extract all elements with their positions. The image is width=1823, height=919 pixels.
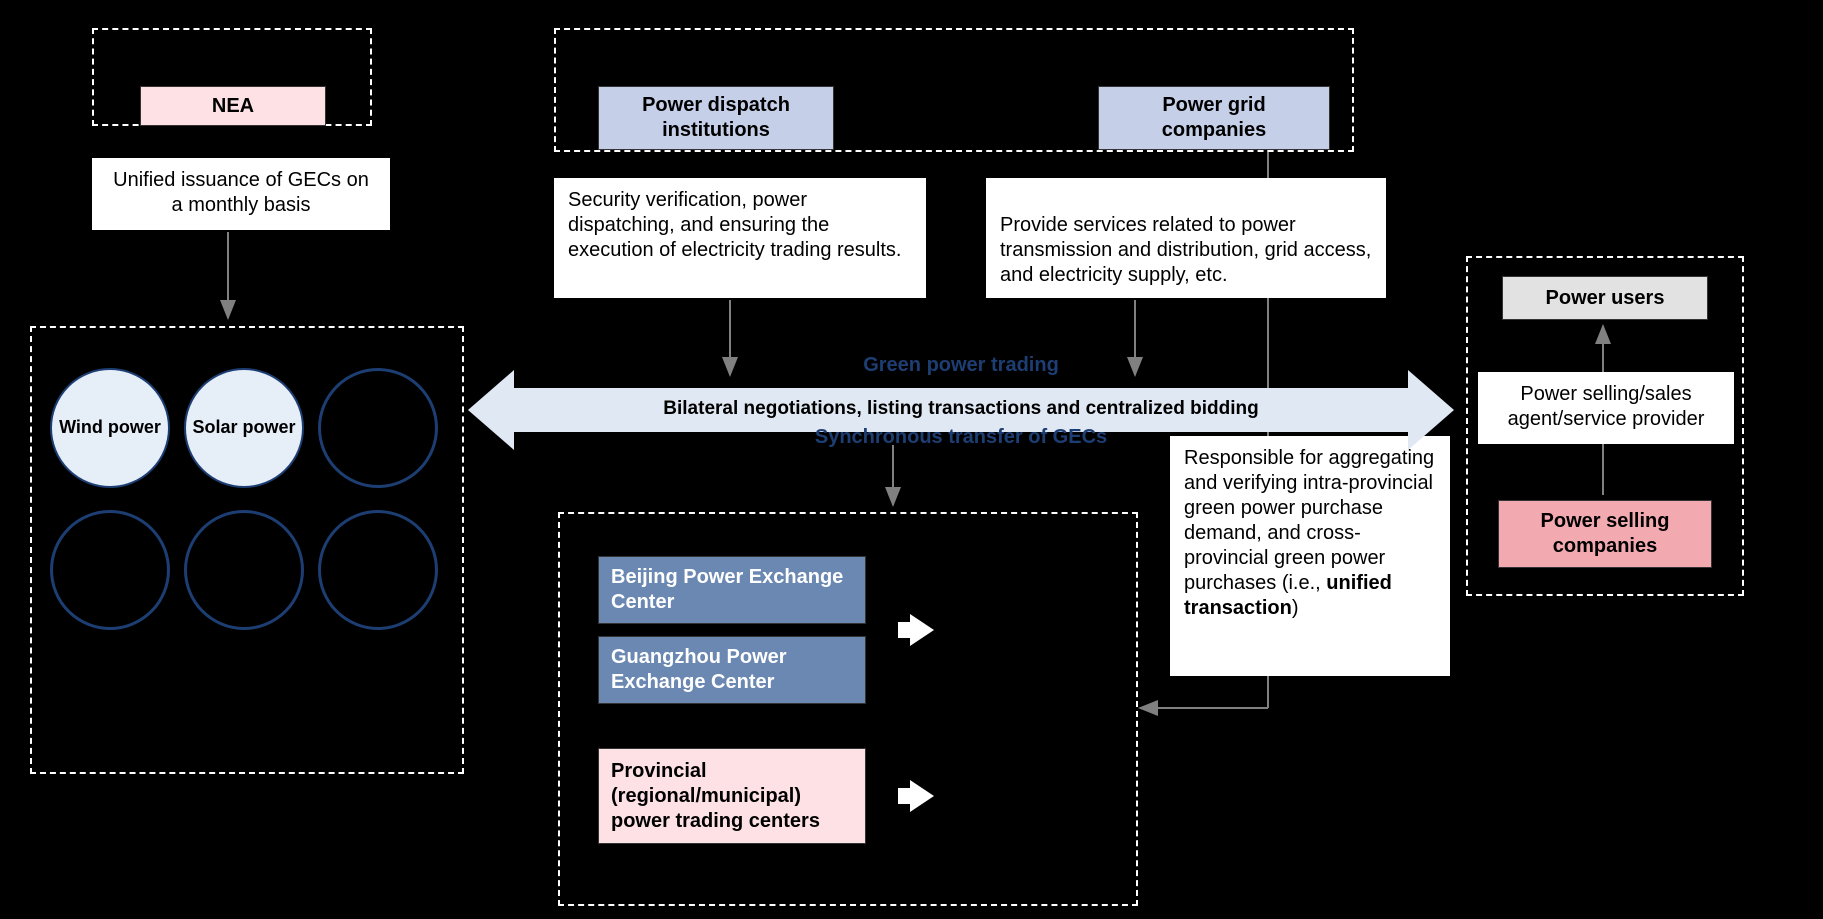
arrow-right-icon-2 [910,780,934,812]
dispatch-desc: Security verification, power dispatching… [568,189,902,261]
grid-desc-bottom-post: ) [1292,597,1299,619]
nea-desc-box: Unified issuance of GECs on a monthly ba… [92,158,390,230]
users-label: Power users [1546,286,1665,311]
solar-circle: Solar power [184,368,304,488]
nea-label: NEA [212,94,254,119]
grid-desc-top: Provide services related to power transm… [1000,214,1371,286]
grid-label: Power grid companies [1111,93,1317,143]
agent-label: Power selling/sales agent/service provid… [1508,383,1705,430]
arrow-title-bottom: Synchronous transfer of GECs [468,426,1454,449]
empty-circle-3 [184,510,304,630]
selling-box: Power selling companies [1498,500,1712,568]
provincial-label: Provincial (regional/municipal) power tr… [611,759,853,834]
solar-label: Solar power [192,418,295,438]
guangzhou-box: Guangzhou Power Exchange Center [598,636,866,704]
users-label-box: Power users [1502,276,1708,320]
beijing-box: Beijing Power Exchange Center [598,556,866,624]
grid-desc-bottom-pre: Responsible for aggregating and verifyin… [1184,447,1434,594]
empty-circle-2 [50,510,170,630]
arrow-right-icon-1 [910,614,934,646]
dispatch-desc-box: Security verification, power dispatching… [554,178,926,298]
grid-label-box: Power grid companies [1098,86,1330,150]
grid-desc-bottom-box: Responsible for aggregating and verifyin… [1170,436,1450,676]
dispatch-label-box: Power dispatch institutions [598,86,834,150]
agent-box: Power selling/sales agent/service provid… [1478,372,1734,444]
wind-label: Wind power [59,418,161,438]
arrow-title-top: Green power trading [468,354,1454,377]
selling-label: Power selling companies [1511,509,1699,559]
beijing-label: Beijing Power Exchange Center [611,565,853,615]
wind-circle: Wind power [50,368,170,488]
arrow-title-mid: Bilateral negotiations, listing transact… [468,398,1454,420]
empty-circle-1 [318,368,438,488]
empty-circle-4 [318,510,438,630]
dispatch-label: Power dispatch institutions [611,93,821,143]
nea-label-box: NEA [140,86,326,126]
provincial-box: Provincial (regional/municipal) power tr… [598,748,866,844]
nea-desc: Unified issuance of GECs on a monthly ba… [113,169,369,216]
guangzhou-label: Guangzhou Power Exchange Center [611,645,853,695]
grid-desc-top-box: Provide services related to power transm… [986,178,1386,298]
